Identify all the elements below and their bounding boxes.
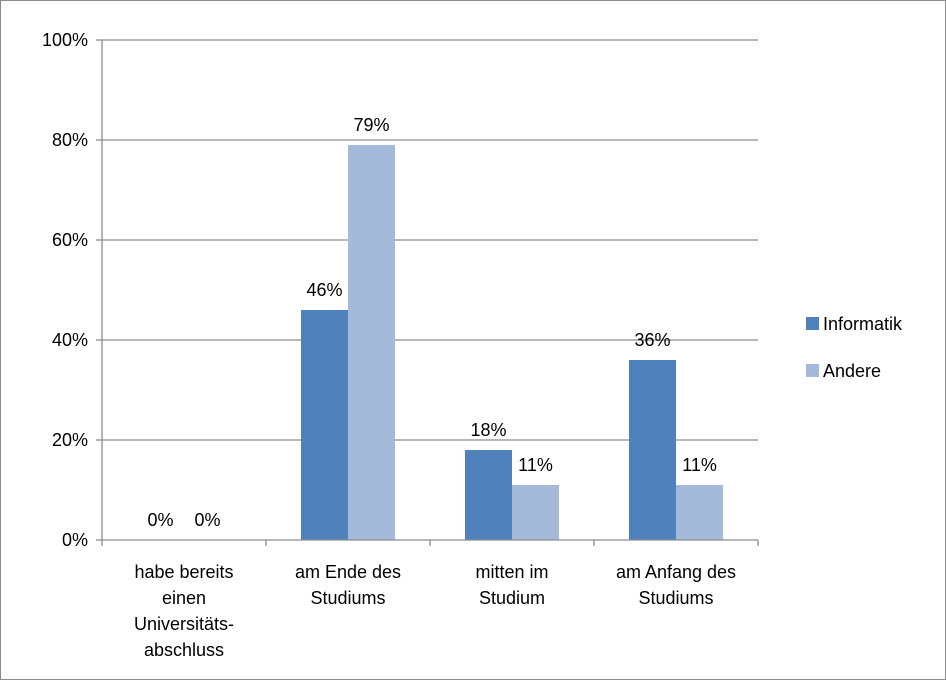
bar-informatik-2 <box>465 450 512 540</box>
bar-informatik-3 <box>629 360 676 540</box>
data-label: 79% <box>353 115 389 135</box>
category-label: mitten im <box>475 562 548 582</box>
category-label: am Anfang des <box>616 562 736 582</box>
bar-andere-3 <box>676 485 723 540</box>
category-label: am Ende des <box>295 562 401 582</box>
y-tick-label: 80% <box>52 130 88 150</box>
category-label: einen <box>162 588 206 608</box>
y-axis-ticks: 0% 20% 40% 60% 80% 100% <box>42 30 88 550</box>
y-tick-label: 40% <box>52 330 88 350</box>
data-label: 46% <box>306 280 342 300</box>
category-labels: habe bereits einen Universitäts-abschluss a… <box>134 562 736 660</box>
category-label: Studiums <box>310 588 385 608</box>
data-label: 11% <box>682 455 717 475</box>
legend: Informatik Andere <box>806 314 903 381</box>
data-label: 18% <box>470 420 506 440</box>
category-label: Studium <box>479 588 545 608</box>
category-label: Universitäts- <box>134 614 234 634</box>
category-label: abschluss <box>144 640 224 660</box>
bars <box>301 145 723 540</box>
bar-andere-2 <box>512 485 559 540</box>
legend-label: Andere <box>823 361 881 381</box>
data-label: 0% <box>147 510 173 530</box>
y-tick-label: 100% <box>42 30 88 50</box>
legend-swatch-andere <box>806 364 819 377</box>
legend-label: Informatik <box>823 314 903 334</box>
y-tick-label: 0% <box>62 530 88 550</box>
data-label: 0% <box>194 510 220 530</box>
data-labels: 0% 0% 46% 79% 18% 11% 36% 11% <box>147 115 716 530</box>
data-label: 36% <box>634 330 670 350</box>
bar-informatik-1 <box>301 310 348 540</box>
axes <box>96 39 759 546</box>
category-label: habe bereits <box>134 562 233 582</box>
y-tick-label: 60% <box>52 230 88 250</box>
legend-swatch-informatik <box>806 317 819 330</box>
category-label: Studiums <box>638 588 713 608</box>
bar-andere-1 <box>348 145 395 540</box>
y-tick-label: 20% <box>52 430 88 450</box>
data-label: 11% <box>518 455 553 475</box>
